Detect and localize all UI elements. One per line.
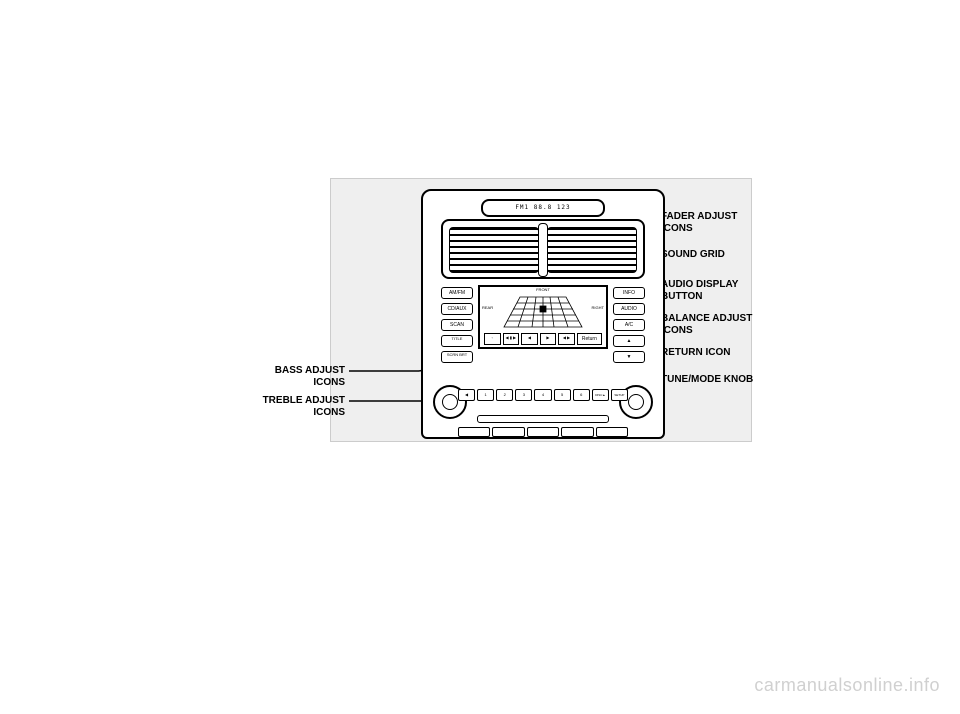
return-icon[interactable]: Return: [577, 333, 602, 345]
label-balance: BALANCE ADJUST ICONS: [661, 313, 752, 336]
balance-adjust-icon[interactable]: ◀ ▶: [558, 333, 575, 345]
seek-back-button[interactable]: ◀: [458, 389, 475, 401]
disc-eject-button[interactable]: DISC▲: [592, 389, 609, 401]
label-bass: BASS ADJUST ICONS: [275, 365, 345, 388]
bass-adjust-icon[interactable]: ◦: [484, 333, 501, 345]
screen-left-label: REAR: [482, 305, 493, 310]
title-button[interactable]: TITLE: [441, 335, 473, 347]
center-screen: REAR RIGHT FRONT ◦ ◀ ▮ ▶ ◀ ▶ ◀ ▶ Return: [478, 285, 608, 349]
sound-grid-icon: [500, 293, 586, 331]
screen-icon-row: ◦ ◀ ▮ ▶ ◀ ▶ ◀ ▶ Return: [484, 333, 602, 345]
bottom-ctrl-3[interactable]: [527, 427, 559, 437]
up-button[interactable]: ▲: [613, 335, 645, 347]
bottom-ctrl-2[interactable]: [492, 427, 524, 437]
left-button-column: AM/FM CD/AUX SCAN TITLE SCRN BRT: [441, 287, 473, 363]
label-fader: FADER ADJUST ICONS: [661, 211, 737, 234]
preset-3[interactable]: 3: [515, 389, 532, 401]
preset-5[interactable]: 5: [554, 389, 571, 401]
screen-bright-button[interactable]: SCRN BRT: [441, 351, 473, 363]
bottom-ctrl-4[interactable]: [561, 427, 593, 437]
fader-right-icon[interactable]: ▶: [540, 333, 557, 345]
screen-right-label: RIGHT: [592, 305, 604, 310]
scan-button[interactable]: SCAN: [441, 319, 473, 331]
bottom-ctrl-1[interactable]: [458, 427, 490, 437]
preset-4[interactable]: 4: [534, 389, 551, 401]
vent-left: [449, 227, 539, 273]
watermark: carmanualsonline.info: [754, 675, 940, 696]
cd-slot: [477, 415, 609, 423]
car-stereo-unit: FM1 88.8 123 AM/FM CD/AUX SCAN TITLE SCR…: [421, 189, 665, 439]
cdaux-button[interactable]: CD/AUX: [441, 303, 473, 315]
vent-right: [547, 227, 637, 273]
amfm-button[interactable]: AM/FM: [441, 287, 473, 299]
bottom-ctrl-5[interactable]: [596, 427, 628, 437]
car-stereo-diagram: FADER ADJUST ICONS SOUND GRID AUDIO DISP…: [330, 178, 752, 442]
setup-button[interactable]: SETUP: [611, 389, 628, 401]
right-button-column: INFO AUDIO A/C ▲ ▼: [613, 287, 645, 363]
preset-6[interactable]: 6: [573, 389, 590, 401]
label-tune: TUNE/MODE KNOB: [661, 374, 753, 386]
frequency-display: FM1 88.8 123: [481, 199, 605, 217]
vent-divider: [538, 223, 548, 277]
label-sound-grid: SOUND GRID: [661, 249, 725, 261]
label-return: RETURN ICON: [661, 347, 730, 359]
treble-adjust-icon[interactable]: ◀ ▮ ▶: [503, 333, 520, 345]
bottom-controls: [458, 427, 628, 437]
label-treble: TREBLE ADJUST ICONS: [263, 395, 345, 418]
screen-top-label: FRONT: [536, 287, 550, 292]
audio-button[interactable]: AUDIO: [613, 303, 645, 315]
info-button[interactable]: INFO: [613, 287, 645, 299]
ac-button[interactable]: A/C: [613, 319, 645, 331]
label-audio-display: AUDIO DISPLAY BUTTON: [661, 279, 738, 302]
air-vents: [441, 219, 645, 279]
preset-2[interactable]: 2: [496, 389, 513, 401]
page: FADER ADJUST ICONS SOUND GRID AUDIO DISP…: [0, 0, 960, 714]
down-button[interactable]: ▼: [613, 351, 645, 363]
fader-left-icon[interactable]: ◀: [521, 333, 538, 345]
preset-1[interactable]: 1: [477, 389, 494, 401]
preset-button-row: ◀ 1 2 3 4 5 6 DISC▲ SETUP: [458, 389, 628, 401]
